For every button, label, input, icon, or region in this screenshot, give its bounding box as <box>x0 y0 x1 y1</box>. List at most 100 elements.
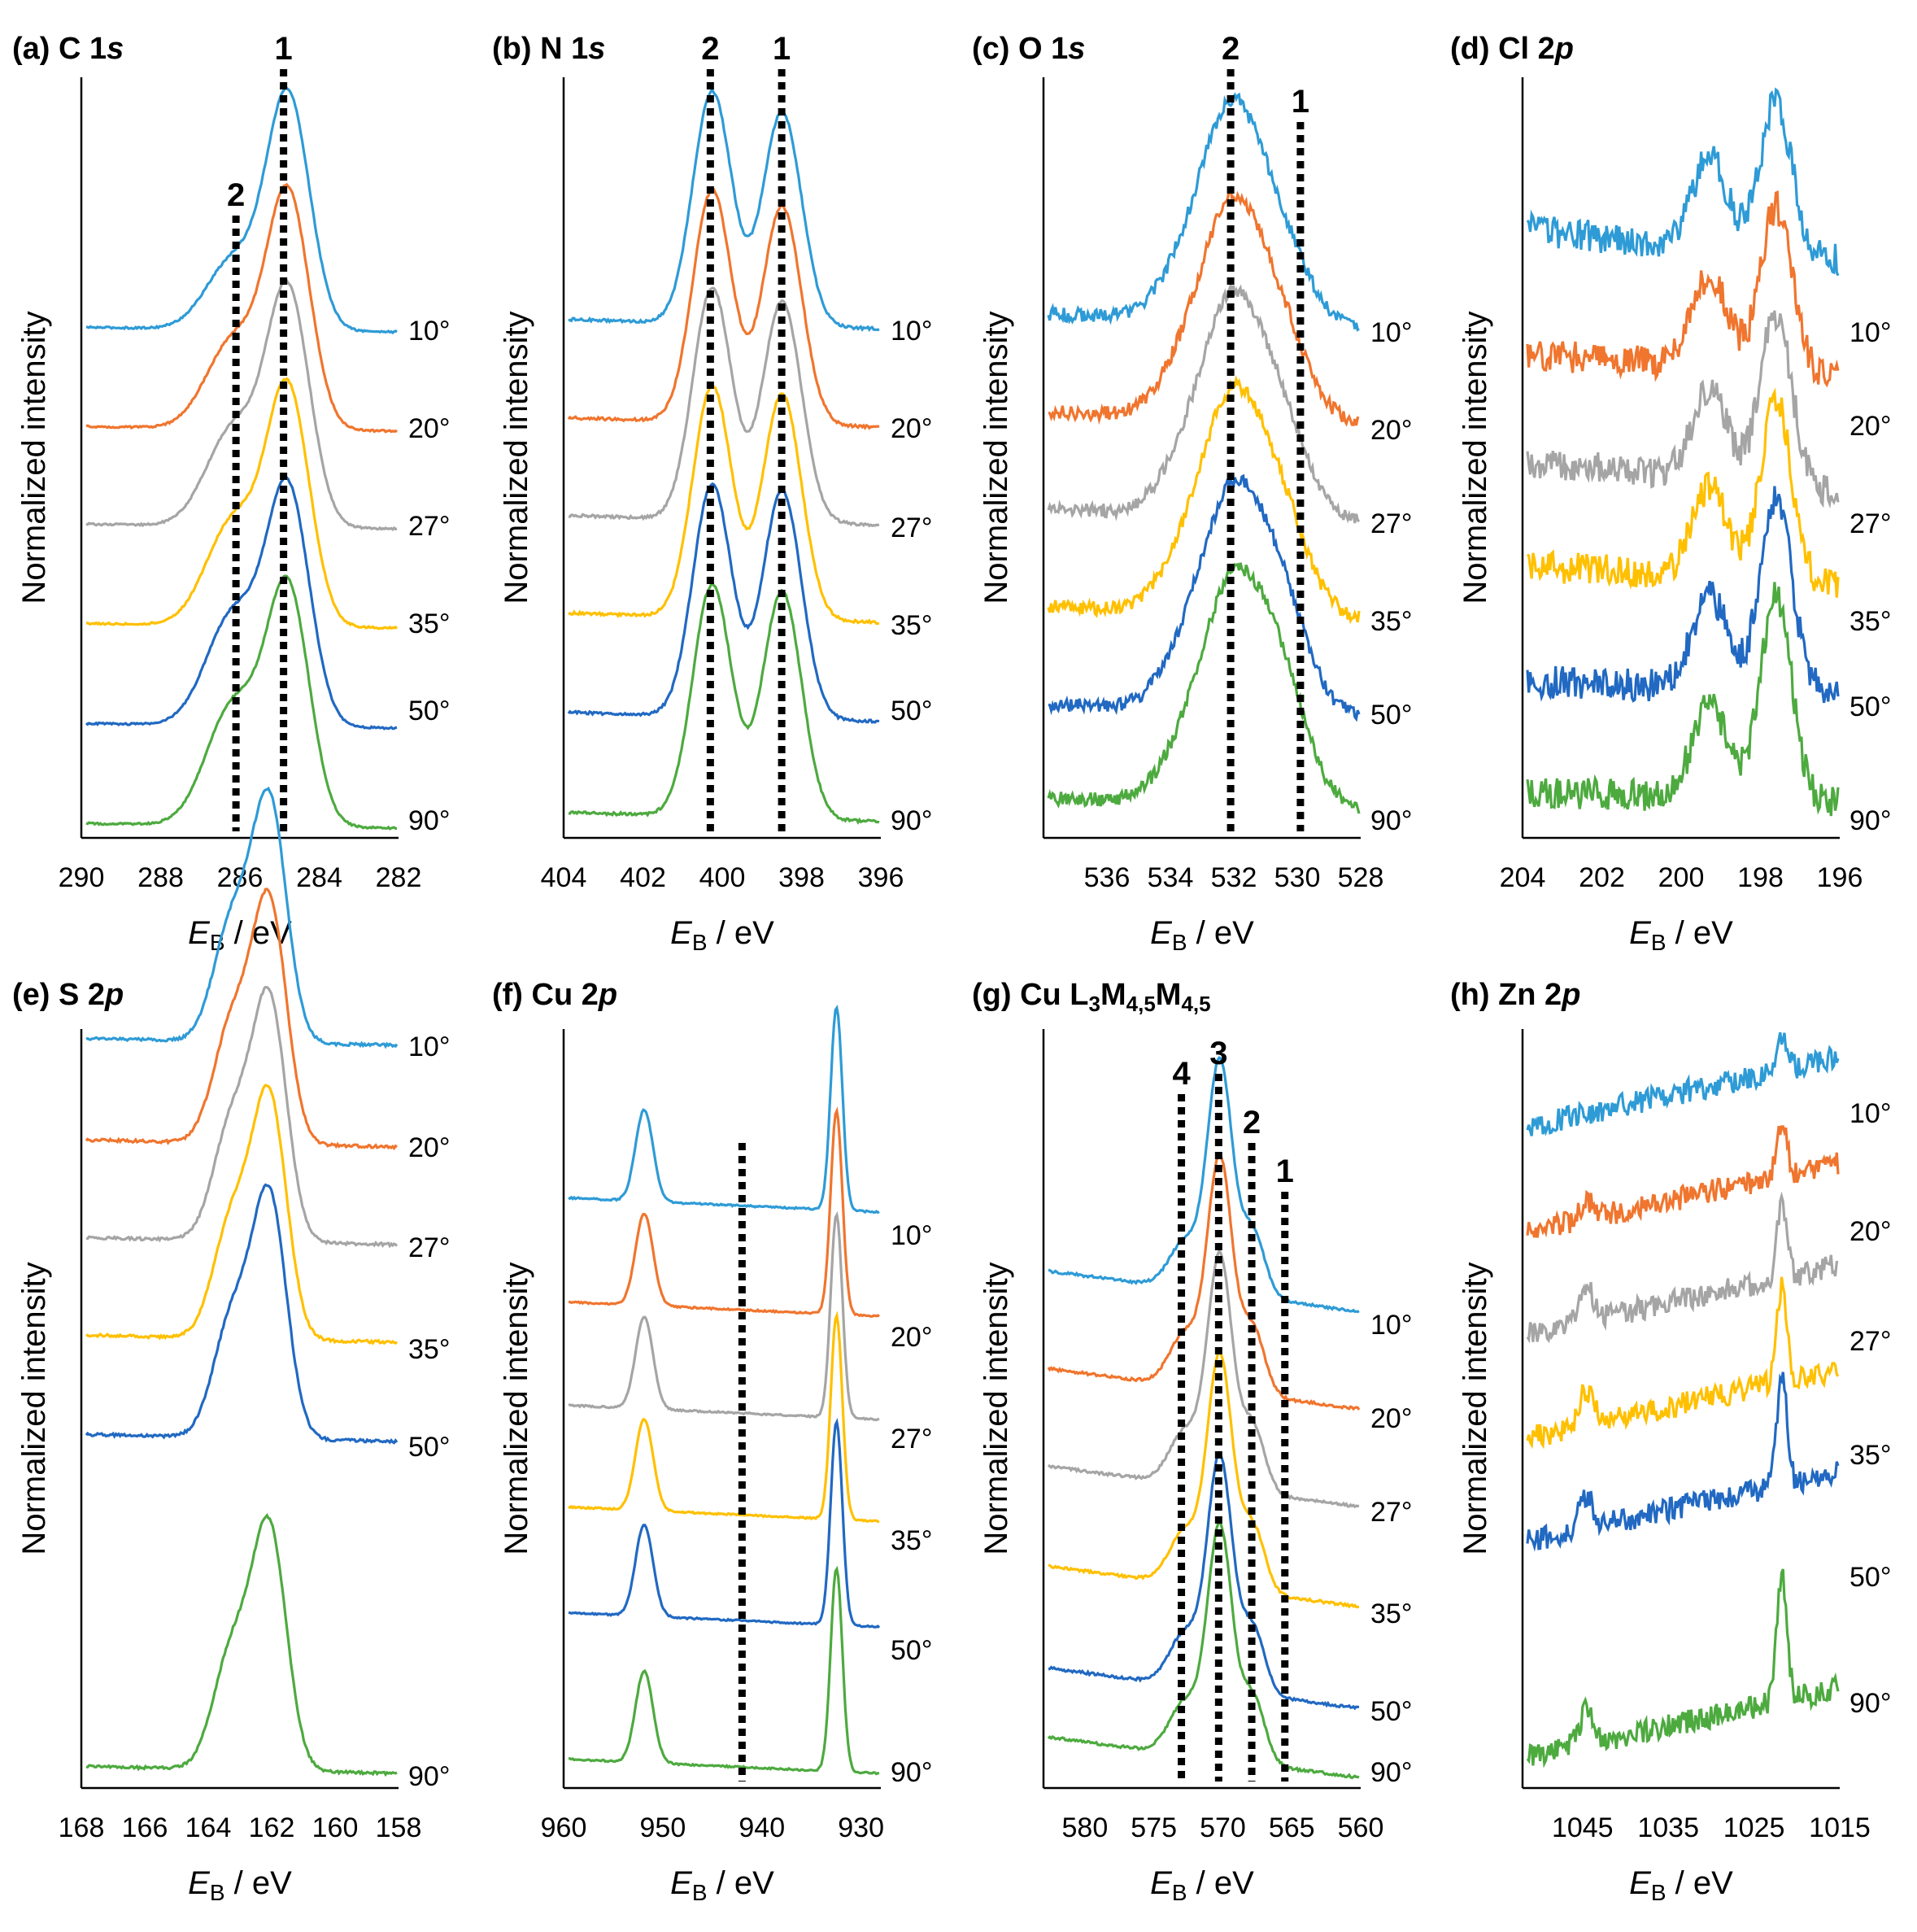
x-tick-label: 1045 <box>1552 1812 1614 1843</box>
series-line-50deg <box>567 482 880 724</box>
series-line-10deg <box>85 86 398 335</box>
x-tick-label: 404 <box>541 862 587 893</box>
marker-label: 2 <box>701 31 719 67</box>
angle-label: 50° <box>1849 691 1891 722</box>
x-tick-label: 940 <box>738 1812 785 1843</box>
marker-label: 2 <box>227 177 245 213</box>
angle-label: 35° <box>1849 1440 1891 1471</box>
marker-label: 3 <box>1209 1036 1227 1071</box>
angle-label: 27° <box>408 1232 450 1263</box>
angle-label: 50° <box>1849 1562 1891 1593</box>
x-tick-label: 290 <box>59 862 105 893</box>
y-axis-label: Normalized intensity <box>16 311 52 604</box>
series-line-50deg <box>1048 1452 1360 1711</box>
series-line-27deg <box>85 985 399 1249</box>
angle-label: 27° <box>891 512 932 543</box>
x-tick-label: 1035 <box>1637 1812 1699 1843</box>
panel-g: (g) Cu L3M4,5M4,5 580 575 570 565 560 EB / eV N… <box>972 978 1412 1905</box>
x-tick-label: 570 <box>1200 1812 1246 1843</box>
series-line-27deg <box>569 286 880 528</box>
angle-label: 10° <box>1370 1310 1412 1341</box>
x-tick-label: 960 <box>541 1812 587 1843</box>
series-line-50deg <box>85 476 398 730</box>
angle-label: 20° <box>891 1322 932 1353</box>
x-tick-label: 396 <box>858 862 904 893</box>
series-line-20deg <box>568 1106 880 1319</box>
angle-label: 90° <box>1849 805 1891 836</box>
panel-e: (e) S 2p 168 166 164 162 160 158 EB / eV Normali… <box>12 786 450 1905</box>
x-tick-label: 200 <box>1658 862 1705 893</box>
marker-label: 2 <box>1243 1105 1261 1140</box>
series-line-27deg <box>1526 310 1840 509</box>
angle-label: 10° <box>408 1031 450 1062</box>
angle-label: 90° <box>891 805 932 836</box>
angle-label: 20° <box>891 413 932 444</box>
series-line-35deg <box>1048 1350 1359 1609</box>
angle-label: 27° <box>1370 508 1412 539</box>
series-line-27deg <box>1047 281 1361 524</box>
series-line-20deg <box>567 187 880 430</box>
angle-label: 35° <box>891 610 932 641</box>
x-axis-label: EB / eV <box>1150 1865 1254 1905</box>
marker-label: 1 <box>275 31 293 67</box>
angle-label: 50° <box>891 1635 932 1666</box>
series-line-90deg <box>568 1565 880 1776</box>
series-line-50deg <box>568 1417 881 1629</box>
angle-label: 90° <box>1849 1688 1891 1719</box>
series-line-50deg <box>1526 1372 1840 1552</box>
x-tick-label: 166 <box>122 1812 168 1843</box>
angle-label: 35° <box>408 1334 450 1365</box>
x-tick-label: 288 <box>137 862 184 893</box>
series-line-35deg <box>86 377 399 630</box>
x-tick-label: 160 <box>312 1812 359 1843</box>
angle-label: 20° <box>1849 1216 1891 1247</box>
x-tick-label: 950 <box>640 1812 686 1843</box>
series-line-20deg <box>1526 1125 1840 1238</box>
series-line-50deg <box>1526 486 1840 704</box>
angle-label: 35° <box>1849 606 1891 637</box>
series-line-35deg <box>568 1311 880 1524</box>
x-tick-label: 930 <box>838 1812 884 1843</box>
angle-label: 10° <box>891 1220 932 1251</box>
x-tick-label: 536 <box>1084 862 1131 893</box>
angle-label: 35° <box>891 1525 932 1556</box>
series-line-10deg <box>1047 92 1360 333</box>
panel-title: (b) N 1s <box>492 32 605 66</box>
panel-h: (h) Zn 2p 1045 1035 1025 1015 EB / eV Normaliz… <box>1450 978 1891 1905</box>
x-tick-label: 1015 <box>1809 1812 1871 1843</box>
x-tick-label: 402 <box>620 862 666 893</box>
x-tick-label: 282 <box>376 862 422 893</box>
angle-label: 10° <box>408 316 450 347</box>
x-axis-label: EB / eV <box>670 1865 774 1905</box>
angle-label: 27° <box>1370 1497 1412 1528</box>
angle-label: 50° <box>891 696 932 726</box>
series-line-10deg <box>568 1004 880 1215</box>
angle-label: 10° <box>1370 317 1412 348</box>
x-tick-label: 1025 <box>1723 1812 1785 1843</box>
series-line-10deg <box>1048 1056 1360 1314</box>
y-axis-label: Normalized intensity <box>16 1262 52 1555</box>
panel-title: (f) Cu 2p <box>492 978 617 1012</box>
marker-label: 1 <box>773 31 791 67</box>
angle-label: 50° <box>1370 700 1412 730</box>
angle-label: 27° <box>1849 508 1891 539</box>
series-line-35deg <box>1526 387 1840 598</box>
series-line-90deg <box>569 581 880 825</box>
y-axis-label: Normalized intensity <box>978 311 1014 604</box>
x-tick-label: 560 <box>1338 1812 1384 1843</box>
series-line-50deg <box>1048 473 1361 722</box>
x-tick-label: 158 <box>376 1812 422 1843</box>
x-tick-label: 202 <box>1579 862 1625 893</box>
y-axis-label: Normalized intensity <box>1457 311 1493 604</box>
x-tick-label: 528 <box>1338 862 1384 893</box>
angle-label: 90° <box>891 1757 932 1788</box>
angle-label: 35° <box>1370 1598 1412 1629</box>
angle-label: 27° <box>891 1424 932 1454</box>
series-line-27deg <box>1047 1249 1360 1509</box>
angle-label: 10° <box>1849 317 1891 348</box>
panel-title: (c) O 1s <box>972 32 1085 66</box>
panel-title: (g) Cu L3M4,5M4,5 <box>972 978 1211 1016</box>
angle-label: 20° <box>1849 411 1891 442</box>
y-axis-label: Normalized intensity <box>499 1262 534 1555</box>
